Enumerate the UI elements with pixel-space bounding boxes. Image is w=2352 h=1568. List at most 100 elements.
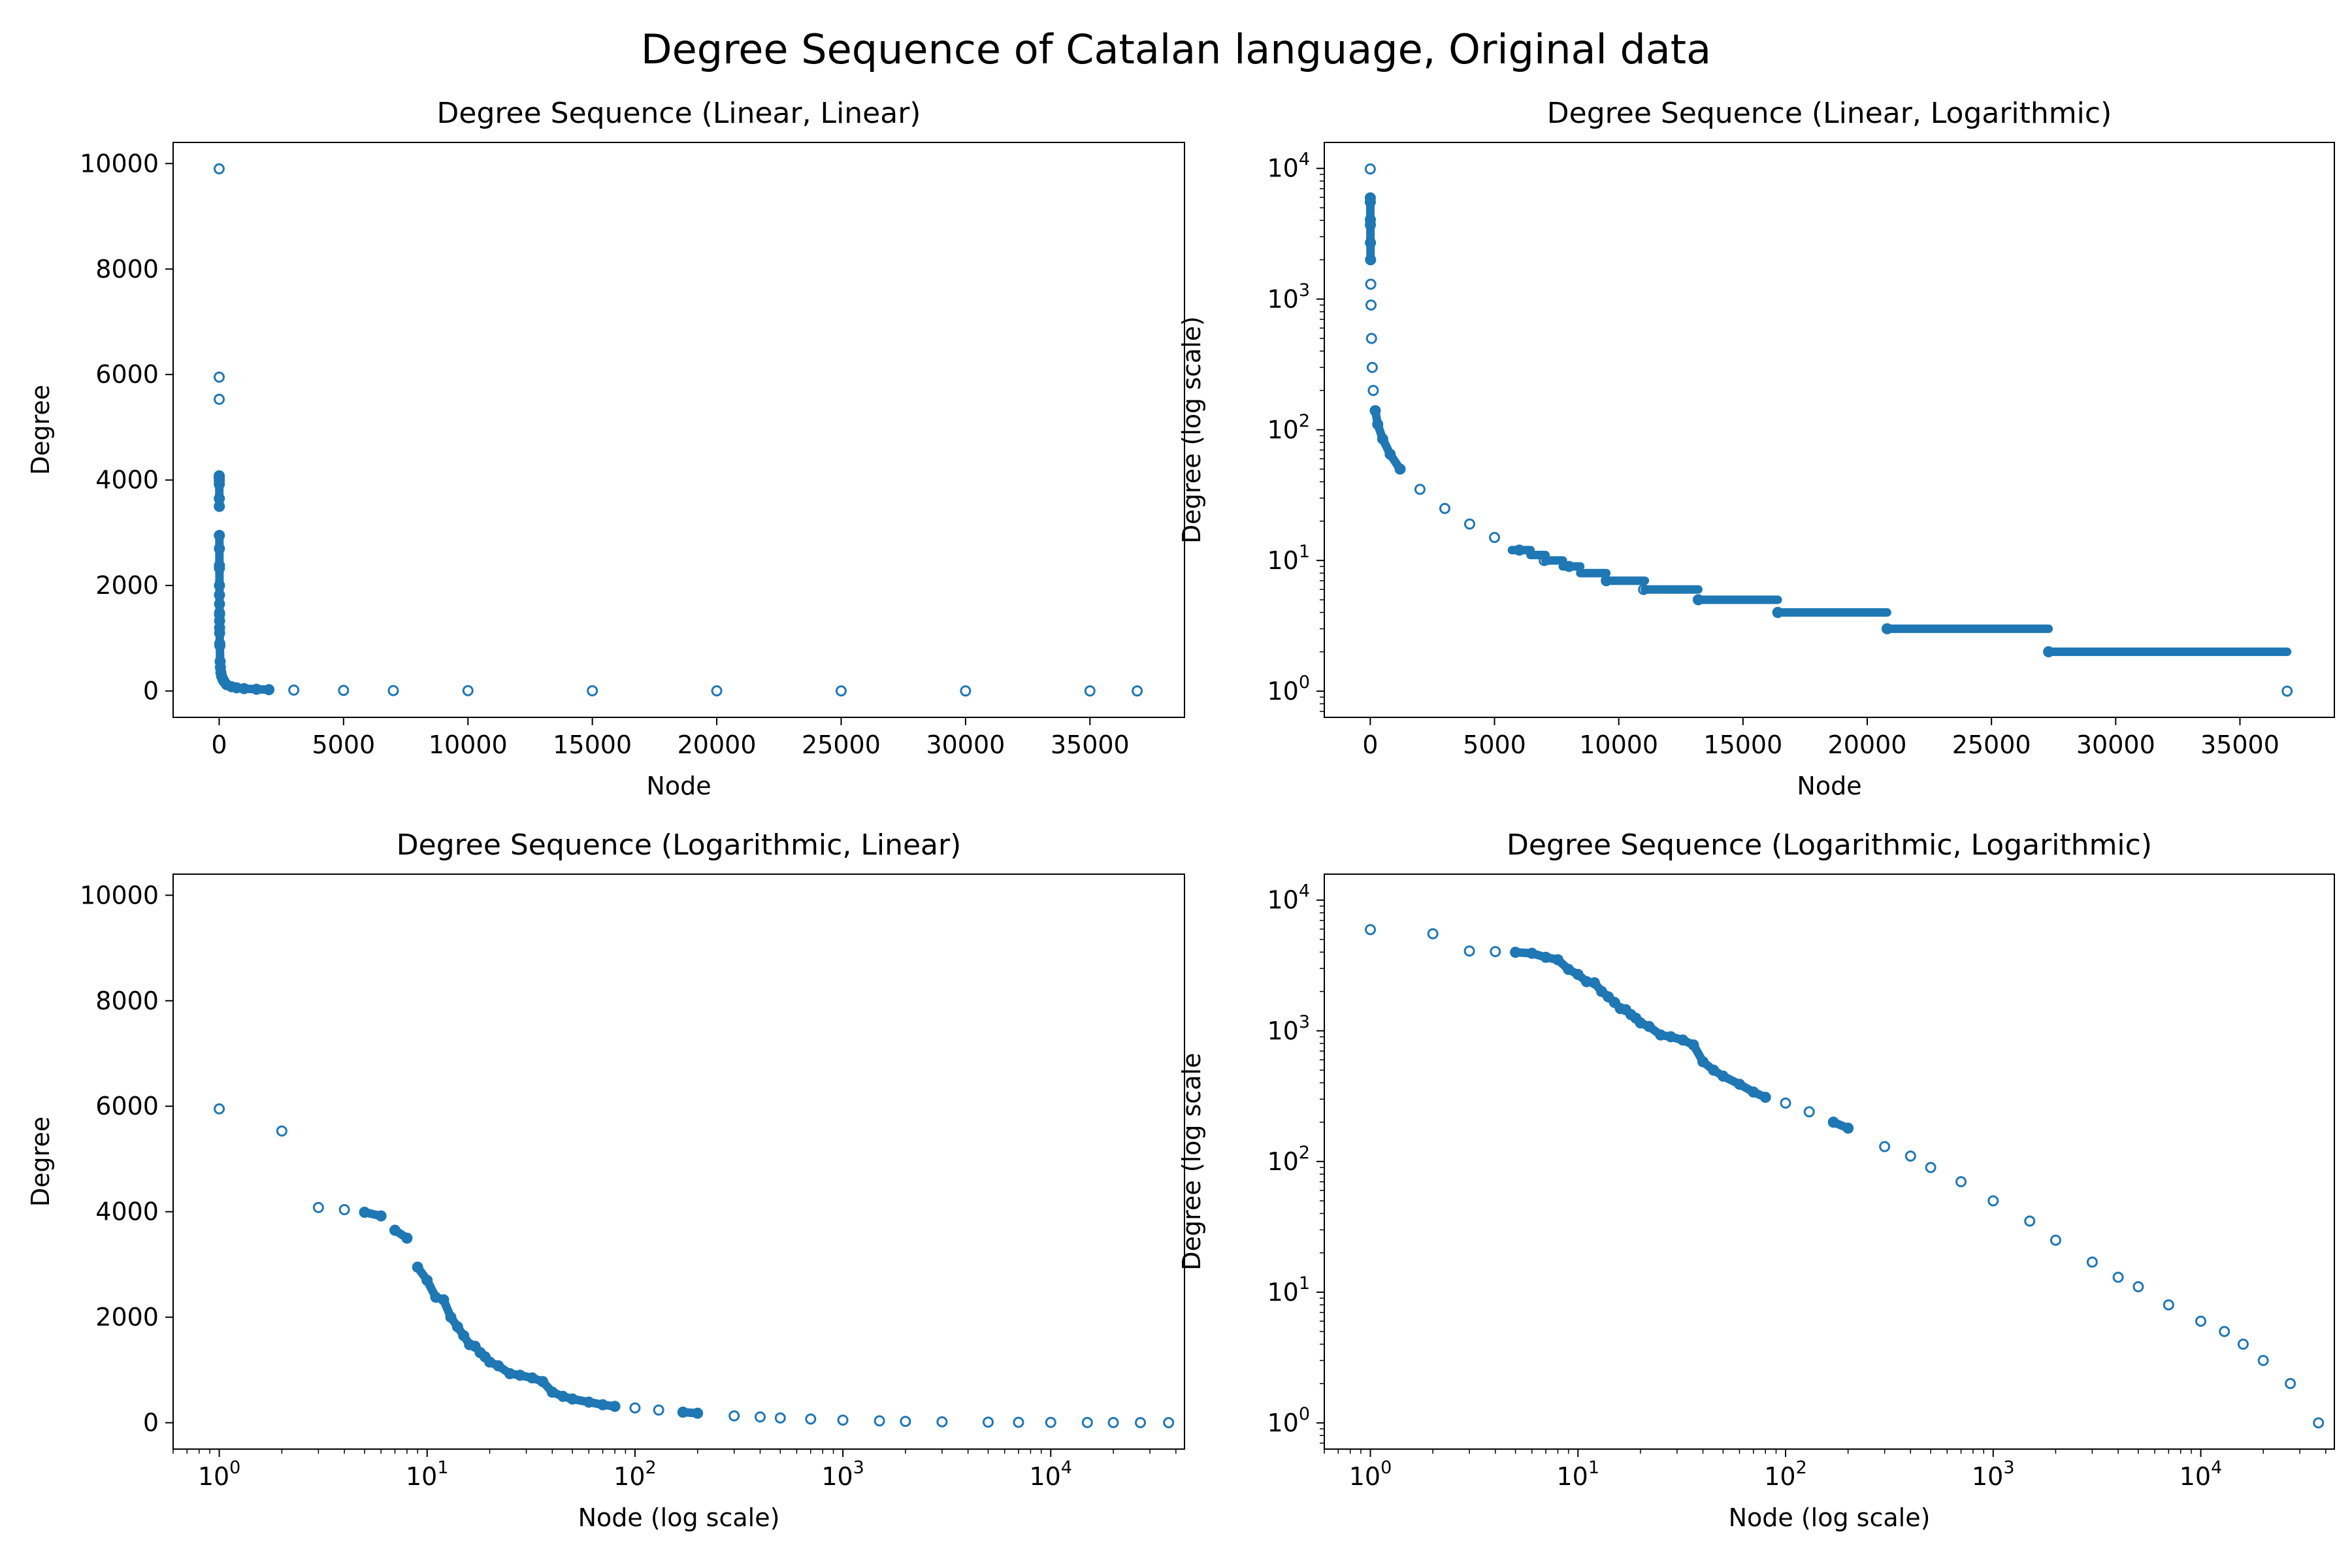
- data-point: [982, 1416, 994, 1428]
- data-point: [1688, 1039, 1699, 1051]
- data-point: [1364, 924, 1376, 936]
- y-axis-label: Degree (log scale: [1177, 1053, 1206, 1270]
- data-point: [1665, 1031, 1676, 1043]
- data-point: [214, 655, 226, 667]
- data-point: [421, 1275, 433, 1286]
- data-point: [1552, 954, 1563, 966]
- data-point: [874, 1415, 885, 1427]
- data-point: [276, 1125, 287, 1137]
- data-point: [1601, 575, 1612, 587]
- data-point: [251, 683, 263, 695]
- data-point: [2050, 1234, 2061, 1246]
- data-point: [1987, 1195, 1999, 1207]
- y-tick-label: 8000: [95, 255, 159, 284]
- data-point: [1364, 192, 1376, 204]
- data-point: [2024, 1215, 2036, 1227]
- y-tick-label: 104: [1267, 881, 1310, 915]
- data-point: [1717, 1070, 1729, 1082]
- data-point: [1692, 594, 1704, 606]
- y-tick-label: 2000: [95, 571, 159, 600]
- panel-title: Degree Sequence (Logarithmic, Logarithmi…: [1507, 828, 2152, 862]
- data-point: [1365, 237, 1377, 248]
- data-point: [537, 1376, 549, 1388]
- data-point: [1414, 483, 1426, 495]
- data-point: [464, 1339, 476, 1350]
- y-tick-label: 8000: [95, 987, 159, 1015]
- data-point: [1526, 947, 1538, 959]
- data-point: [1572, 968, 1584, 980]
- x-tick-label: 15000: [1703, 730, 1782, 759]
- data-point: [629, 1402, 641, 1414]
- data-point: [1609, 996, 1620, 1008]
- x-tick-label: 100: [198, 1458, 241, 1491]
- y-axis-label: Degree: [26, 1117, 55, 1207]
- data-point: [1490, 945, 1501, 957]
- data-point: [1084, 685, 1096, 697]
- panel-title: Degree Sequence (Linear, Logarithmic): [1547, 97, 2112, 130]
- data-point: [587, 685, 598, 696]
- data-point: [214, 609, 225, 621]
- axes-frame: [1324, 874, 2335, 1450]
- data-point: [1365, 299, 1377, 311]
- x-tick-label: 25000: [1952, 730, 2031, 759]
- data-point: [2313, 1417, 2325, 1429]
- data-band: [390, 1226, 412, 1243]
- data-point: [2281, 685, 2293, 697]
- data-point: [1394, 463, 1406, 475]
- data-point: [1734, 1079, 1746, 1090]
- data-point: [1563, 561, 1575, 572]
- data-point: [1439, 502, 1450, 514]
- data-band: [678, 1407, 702, 1418]
- data-point: [359, 1207, 370, 1218]
- x-tick-label: 102: [1764, 1458, 1807, 1491]
- data-point: [1677, 1034, 1689, 1046]
- y-tick-label: 104: [1267, 150, 1310, 183]
- x-tick-label: 15000: [553, 730, 632, 759]
- data-point: [1879, 1141, 1891, 1152]
- data-band: [1749, 1087, 1770, 1102]
- data-point: [263, 684, 275, 696]
- x-tick-label: 20000: [678, 730, 757, 759]
- data-point: [458, 1330, 470, 1341]
- data-point: [214, 543, 225, 555]
- axes-frame: [1324, 142, 2335, 718]
- data-point: [1803, 1106, 1815, 1118]
- data-point: [1365, 278, 1377, 290]
- data-point: [338, 685, 350, 696]
- data-point: [214, 563, 225, 574]
- x-tick-label: 100: [1349, 1458, 1392, 1491]
- data-point: [1163, 1417, 1175, 1429]
- data-point: [214, 493, 225, 504]
- data-point: [609, 1401, 621, 1413]
- x-tick-label: 30000: [2076, 730, 2155, 759]
- data-point: [1588, 977, 1600, 988]
- x-tick-label: 0: [211, 730, 227, 759]
- y-tick-label: 6000: [95, 360, 159, 389]
- data-point: [375, 1210, 387, 1222]
- data-point: [214, 478, 225, 490]
- axes-frame: [172, 142, 1185, 718]
- data-point: [2285, 1378, 2296, 1390]
- data-point: [504, 1368, 515, 1380]
- data-point: [1365, 333, 1377, 344]
- data-band: [1386, 449, 1405, 474]
- data-point: [493, 1360, 504, 1371]
- data-point: [1827, 1117, 1839, 1128]
- x-tick-label: 20000: [1828, 730, 1907, 759]
- x-tick-label: 35000: [1051, 730, 1130, 759]
- data-point: [900, 1416, 911, 1428]
- data-point: [546, 1386, 558, 1398]
- data-point: [1580, 975, 1592, 987]
- panel-title: Degree Sequence (Linear, Linear): [437, 97, 921, 130]
- data-point: [754, 1411, 766, 1423]
- data-point: [412, 1261, 423, 1273]
- data-point: [1780, 1097, 1791, 1109]
- data-point: [338, 1203, 350, 1215]
- x-tick-label: 25000: [802, 730, 881, 759]
- data-point: [597, 1399, 609, 1411]
- data-point: [2257, 1354, 2269, 1366]
- data-point: [387, 685, 399, 696]
- x-axis-label: Node (log scale): [1729, 1503, 1931, 1532]
- data-point: [774, 1412, 786, 1424]
